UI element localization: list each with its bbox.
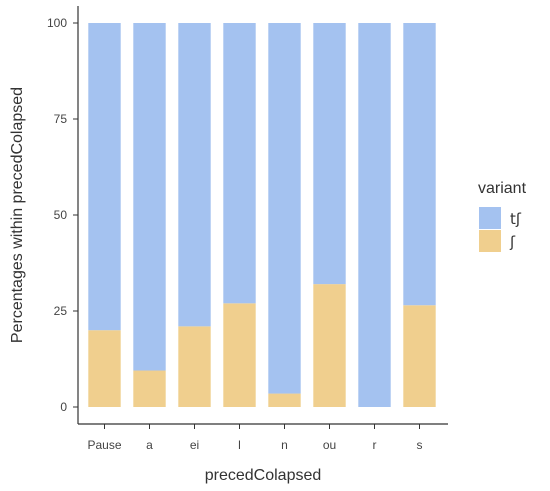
bar-pause-sh <box>88 330 121 407</box>
bars-layer <box>88 23 436 407</box>
y-axis-title: Percentages within precedColapsed <box>9 87 26 343</box>
bar-s-tsh <box>403 23 436 306</box>
bar-ei-sh <box>178 326 211 407</box>
bar-a-tsh <box>133 23 166 371</box>
x-tick-label-ei: ei <box>190 438 199 452</box>
y-tick-label-50: 50 <box>54 208 68 222</box>
bar-r-tsh <box>358 23 391 407</box>
bar-pause-tsh <box>88 23 121 331</box>
bar-ei-tsh <box>178 23 211 327</box>
legend-title: variant <box>478 180 527 197</box>
x-tick-label-r: r <box>373 438 377 452</box>
y-tick-label-0: 0 <box>60 400 67 414</box>
x-axis-ticks: Pause a ei l n ou r s <box>87 424 423 452</box>
bar-s-sh <box>403 305 436 407</box>
y-tick-label-25: 25 <box>54 304 68 318</box>
bar-l-sh <box>223 303 256 407</box>
y-axis-ticks: 0 25 50 75 100 <box>47 16 78 414</box>
y-tick-label-100: 100 <box>47 16 67 30</box>
legend: variant tʃ ʃ <box>478 180 527 252</box>
x-tick-label-pause: Pause <box>87 438 121 452</box>
y-tick-label-75: 75 <box>54 112 68 126</box>
x-tick-label-s: s <box>417 438 423 452</box>
bar-ou-sh <box>313 284 346 407</box>
x-tick-label-ou: ou <box>323 438 336 452</box>
legend-label-tsh: tʃ <box>510 210 522 228</box>
bar-a-sh <box>133 370 166 407</box>
bar-l-tsh <box>223 23 256 304</box>
x-tick-label-a: a <box>146 438 153 452</box>
legend-swatch-sh <box>479 230 501 252</box>
bar-n-sh <box>268 393 301 407</box>
x-tick-label-l: l <box>238 438 241 452</box>
bar-n-tsh <box>268 23 301 394</box>
x-axis-title: precedColapsed <box>205 467 322 484</box>
legend-label-sh: ʃ <box>509 233 516 251</box>
legend-swatch-tsh <box>479 207 501 229</box>
x-tick-label-n: n <box>281 438 288 452</box>
bar-ou-tsh <box>313 23 346 285</box>
